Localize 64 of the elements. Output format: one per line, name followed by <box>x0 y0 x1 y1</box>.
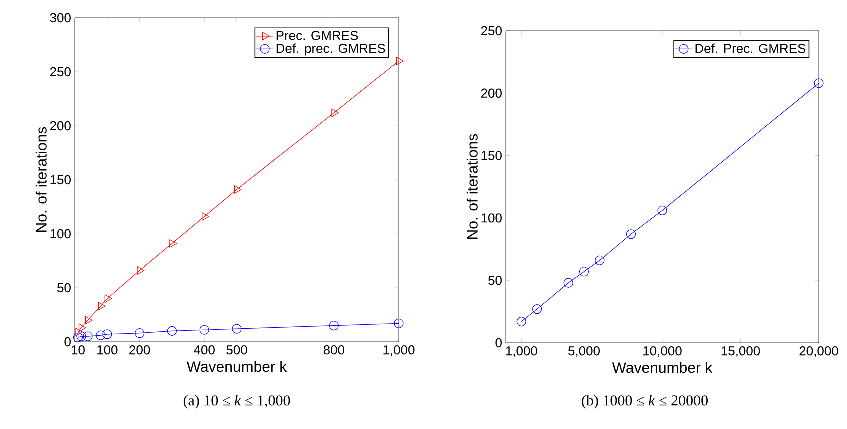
point <box>96 330 106 340</box>
point <box>658 206 668 216</box>
y-axis-title: No. of iterations <box>466 134 478 239</box>
point <box>532 304 542 314</box>
x-tick-label: 10,000 <box>644 346 682 358</box>
x-axis-title: Wavenumber k <box>612 362 713 374</box>
y-tick-label: 100 <box>50 229 71 239</box>
y-tick-label: 200 <box>481 88 502 98</box>
point <box>167 326 177 336</box>
point <box>102 330 112 340</box>
y-tick-label: 50 <box>58 283 71 293</box>
y-tick-label: 200 <box>50 121 71 131</box>
x-tick-label: 100 <box>98 346 118 355</box>
point <box>78 324 86 332</box>
point <box>814 78 824 88</box>
point <box>396 57 404 66</box>
point <box>104 294 112 303</box>
x-tick-label: 800 <box>324 346 345 355</box>
y-tick-label: 150 <box>482 151 502 160</box>
point <box>329 321 339 331</box>
x-tick-label: 1,000 <box>384 346 415 356</box>
point <box>85 316 93 325</box>
x-tick-label: 15,000 <box>722 346 760 358</box>
point <box>200 325 210 335</box>
y-tick-label: 250 <box>481 26 502 36</box>
legend-label: Def. prec. GMRES <box>276 44 386 56</box>
point <box>579 267 590 277</box>
x-tick-label: 400 <box>194 346 215 355</box>
y-tick-label: 150 <box>50 175 71 185</box>
y-tick-label: 250 <box>50 67 71 77</box>
x-tick-label: 20,000 <box>800 346 838 358</box>
point <box>234 186 242 194</box>
point <box>516 316 526 327</box>
text: (b) 1000 ≤ k ≤ 20000 <box>582 395 708 409</box>
x-tick-label: 1,000 <box>506 346 538 358</box>
y-tick-label: 100 <box>482 214 502 223</box>
point <box>626 230 636 240</box>
y-axis-title: No. of iterations <box>36 127 47 232</box>
point <box>595 256 605 266</box>
point <box>76 328 84 336</box>
legend-label: Prec. GMRES <box>276 31 358 40</box>
x-tick-label: 5,000 <box>568 346 600 358</box>
point <box>564 278 574 288</box>
point <box>83 332 93 342</box>
point <box>135 328 145 338</box>
point <box>394 318 404 328</box>
y-tick-label: 300 <box>50 13 71 23</box>
y-tick-label: 0 <box>496 338 502 348</box>
point <box>170 240 177 248</box>
point <box>98 302 106 311</box>
text: (a) 10 ≤ k ≤ 1,000 <box>184 395 290 409</box>
y-tick-label: 0 <box>64 337 71 347</box>
point <box>202 212 210 221</box>
x-axis-title: Wavenumber k <box>186 361 288 372</box>
point <box>332 108 339 118</box>
x-tick-label: 500 <box>226 346 248 355</box>
x-tick-label: 10 <box>72 346 85 355</box>
point <box>73 332 84 342</box>
point <box>232 324 242 334</box>
x-tick-label: 200 <box>130 346 150 355</box>
legend-label: Def. Prec. GMRES <box>696 44 806 54</box>
y-tick-label: 50 <box>488 276 502 286</box>
point <box>137 266 145 275</box>
point <box>76 332 86 342</box>
